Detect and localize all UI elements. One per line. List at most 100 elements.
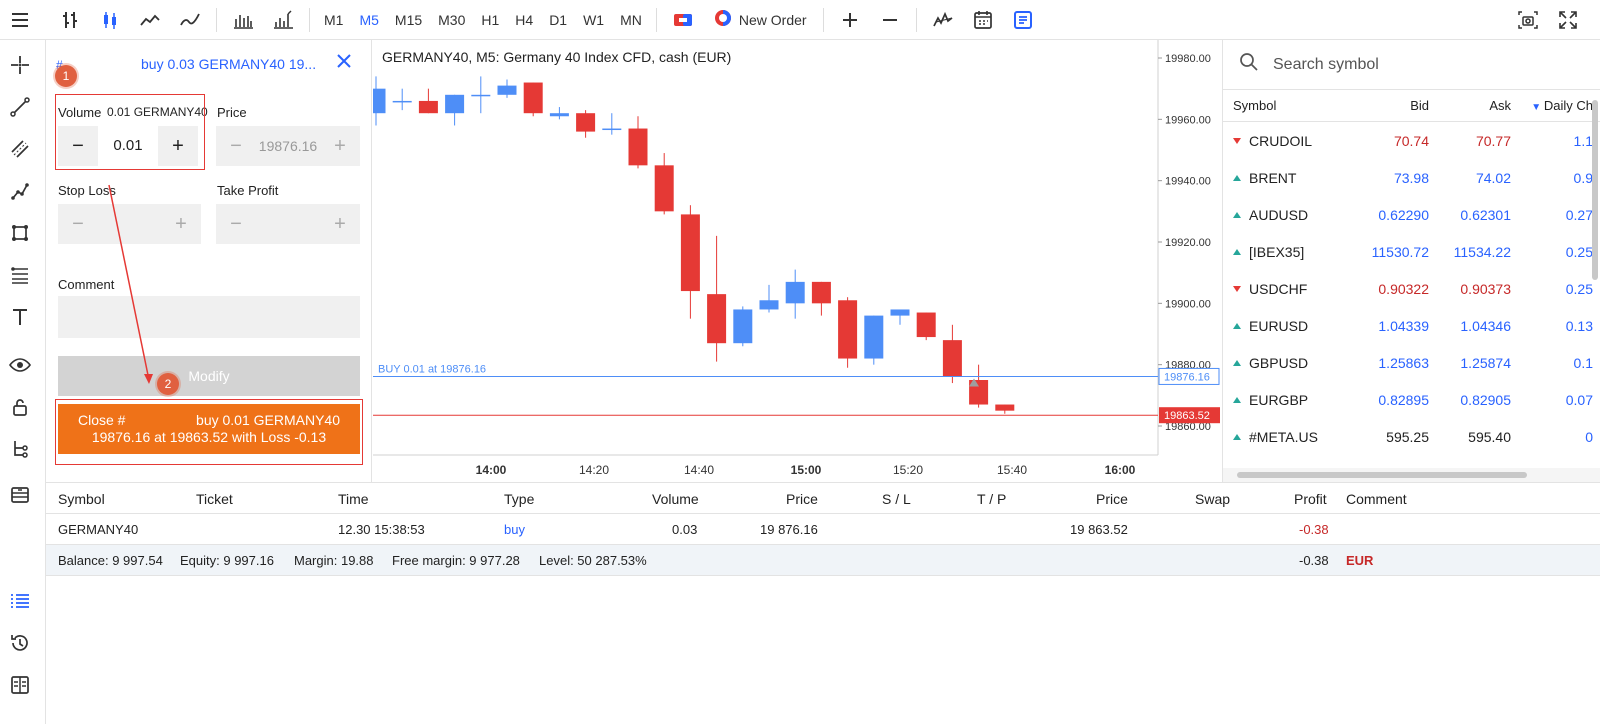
timeframe-w1[interactable]: W1 (583, 11, 605, 28)
candle-body (373, 88, 386, 114)
candlestick-chart-type-icon[interactable] (90, 0, 130, 40)
candle-body (549, 113, 569, 117)
vertical-scrollbar[interactable] (1592, 100, 1598, 280)
crosshair-icon[interactable] (0, 44, 40, 86)
text-tool-icon[interactable] (0, 296, 40, 338)
watchlist-row[interactable]: [IBEX35] 11530.72 11534.22 0.25 (1223, 233, 1600, 270)
volume-input[interactable]: 0.01 (98, 126, 158, 166)
volume-decrease-button[interactable]: − (72, 134, 84, 157)
stop-loss-decrease-button[interactable]: − (72, 212, 84, 235)
trade-list-icon[interactable] (0, 580, 40, 622)
trend-line-icon[interactable] (0, 86, 40, 128)
timeframe-h1[interactable]: H1 (481, 11, 500, 28)
timeframe-mn[interactable]: MN (620, 11, 642, 28)
new-order-button[interactable]: New Order (703, 8, 817, 31)
market-watch: Search symbol Symbol Bid Ask ▼ Daily Ch … (1222, 40, 1600, 482)
header-price[interactable]: Price (786, 491, 818, 507)
header-ticket[interactable]: Ticket (196, 491, 233, 507)
watchlist-symbol: GBPUSD (1223, 355, 1339, 371)
volume-bars-icon[interactable] (223, 0, 263, 40)
tick-volume-icon[interactable] (263, 0, 303, 40)
candle-body (628, 128, 648, 166)
calendar-icon[interactable] (963, 0, 1003, 40)
fullscreen-icon[interactable] (1548, 0, 1588, 40)
bar-chart-type-icon[interactable] (50, 0, 90, 40)
price-decrease-button[interactable]: − (230, 134, 242, 157)
polyline-icon[interactable] (0, 170, 40, 212)
price-chart[interactable]: GERMANY40, M5: Germany 40 Index CFD, cas… (373, 40, 1220, 482)
timeframe-m1[interactable]: M1 (324, 11, 344, 28)
fibonacci-icon[interactable] (0, 254, 40, 296)
header-type[interactable]: Type (504, 491, 535, 507)
watchlist-symbol: [IBEX35] (1223, 244, 1339, 260)
header-current-price[interactable]: Price (1096, 491, 1128, 507)
channel-icon[interactable] (0, 128, 40, 170)
timeframe-m15[interactable]: M15 (394, 11, 423, 28)
watchlist-bid: 11530.72 (1371, 243, 1429, 260)
header-swap[interactable]: Swap (1195, 491, 1231, 507)
toolbox-icon[interactable] (0, 474, 40, 516)
modify-button[interactable]: Modify (58, 356, 360, 396)
column-symbol[interactable]: Symbol (1233, 98, 1277, 113)
arrow-up-icon (1233, 396, 1241, 403)
price-input[interactable]: 19876.16 (258, 138, 318, 154)
timeframe-m30[interactable]: M30 (438, 11, 466, 28)
watchlist-row[interactable]: CRUDOIL 70.74 70.77 1.1 (1223, 122, 1600, 159)
chart-properties-icon[interactable] (1003, 0, 1043, 40)
one-click-trading-icon[interactable] (663, 0, 703, 40)
header-volume[interactable]: Volume (652, 491, 699, 507)
header-profit[interactable]: Profit (1294, 491, 1327, 507)
watchlist-row[interactable]: BRENT 73.98 74.02 0.9 (1223, 159, 1600, 196)
indicators-icon[interactable] (923, 0, 963, 40)
watchlist-daily-change: 0.13 (1565, 317, 1593, 334)
take-profit-increase-button[interactable]: + (334, 212, 346, 235)
timeframe-d1[interactable]: D1 (549, 11, 568, 28)
area-chart-type-icon[interactable] (170, 0, 210, 40)
watchlist-row[interactable]: USDCHF 0.90322 0.90373 0.25 (1223, 270, 1600, 307)
line-chart-type-icon[interactable] (130, 0, 170, 40)
zoom-in-icon[interactable] (830, 0, 870, 40)
column-bid[interactable]: Bid (1410, 98, 1429, 113)
visibility-eye-icon[interactable] (0, 344, 40, 386)
watchlist-ask: 0.62301 (1460, 206, 1511, 223)
stop-loss-label: Stop Loss (58, 183, 116, 198)
header-symbol[interactable]: Symbol (58, 491, 105, 507)
screenshot-icon[interactable] (1508, 0, 1548, 40)
take-profit-decrease-button[interactable]: − (230, 212, 242, 235)
volume-hint: 0.01 GERMANY40 (107, 105, 208, 119)
header-take-profit[interactable]: T / P (977, 491, 1007, 507)
watchlist-row[interactable]: #META.US 595.25 595.40 0 (1223, 418, 1600, 455)
watchlist-row[interactable]: AUDUSD 0.62290 0.62301 0.27 (1223, 196, 1600, 233)
timeframe-m5[interactable]: M5 (359, 11, 379, 28)
toolbar-divider (915, 7, 917, 32)
watchlist-row[interactable]: EURUSD 1.04339 1.04346 0.13 (1223, 307, 1600, 344)
journal-icon[interactable] (0, 664, 40, 706)
stop-loss-increase-button[interactable]: + (175, 212, 187, 235)
volume-increase-button[interactable]: + (172, 134, 184, 157)
history-icon[interactable] (0, 622, 40, 664)
menu-icon[interactable] (0, 0, 40, 40)
header-time[interactable]: Time (338, 491, 369, 507)
close-position-button[interactable]: Close # buy 0.01 GERMANY40 19876.16 at 1… (58, 404, 360, 454)
column-daily-change[interactable]: ▼ Daily Ch (1531, 98, 1593, 113)
account-summary: Balance: 9 997.54 Equity: 9 997.16 Margi… (46, 545, 1600, 576)
horizontal-scrollbar[interactable] (1223, 468, 1600, 482)
close-icon[interactable] (336, 52, 352, 75)
object-tree-icon[interactable] (0, 428, 40, 470)
stop-loss-stepper: − + (58, 204, 201, 244)
symbol-search[interactable]: Search symbol (1223, 40, 1600, 90)
zoom-out-icon[interactable] (870, 0, 910, 40)
table-row[interactable]: GERMANY40 12.30 15:38:53 buy 0.03 19 876… (46, 514, 1600, 545)
watchlist-row[interactable]: EURGBP 0.82895 0.82905 0.07 (1223, 381, 1600, 418)
comment-input[interactable] (58, 296, 360, 338)
timeframe-h4[interactable]: H4 (515, 11, 534, 28)
watchlist-row[interactable]: GBPUSD 1.25863 1.25874 0.1 (1223, 344, 1600, 381)
price-increase-button[interactable]: + (334, 134, 346, 157)
shapes-icon[interactable] (0, 212, 40, 254)
column-ask[interactable]: Ask (1489, 98, 1511, 113)
header-stop-loss[interactable]: S / L (882, 491, 911, 507)
header-comment[interactable]: Comment (1346, 491, 1407, 507)
time-tick-label: 15:00 (791, 463, 822, 477)
lock-icon[interactable] (0, 386, 40, 428)
new-order-label: New Order (738, 11, 807, 28)
